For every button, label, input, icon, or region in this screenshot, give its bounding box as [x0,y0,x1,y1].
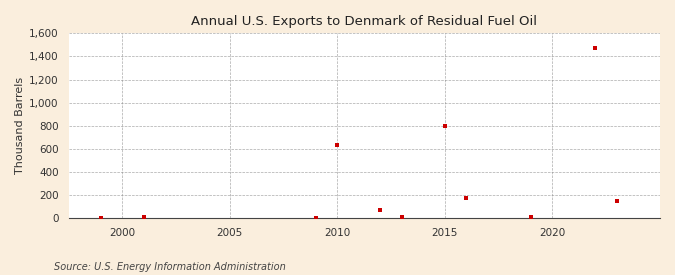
Point [612,199,622,203]
Point [526,215,537,219]
Point [332,143,343,148]
Title: Annual U.S. Exports to Denmark of Residual Fuel Oil: Annual U.S. Exports to Denmark of Residu… [191,15,537,28]
Text: Source: U.S. Energy Information Administration: Source: U.S. Energy Information Administ… [54,262,286,272]
Point [396,215,407,219]
Point [590,46,601,51]
Point [461,196,472,200]
Point [439,123,450,128]
Point [95,216,106,220]
Point [138,215,149,219]
Y-axis label: Thousand Barrels: Thousand Barrels [15,77,25,174]
Point [310,216,321,220]
Point [375,207,386,212]
